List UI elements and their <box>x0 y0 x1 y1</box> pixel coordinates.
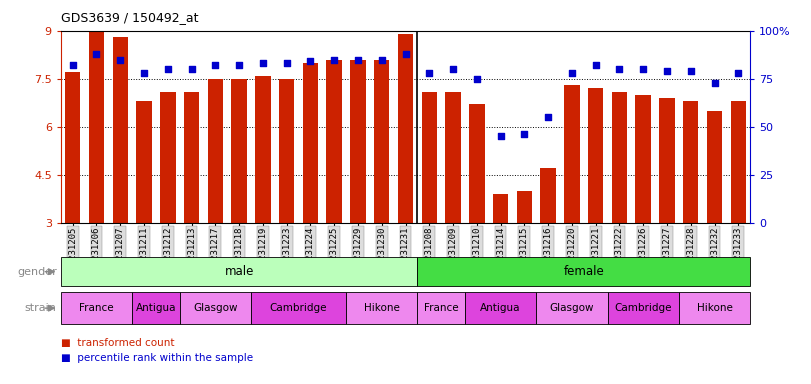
Point <box>494 133 507 139</box>
Bar <box>374 60 389 223</box>
Point <box>233 62 246 68</box>
Bar <box>397 34 414 223</box>
Point <box>708 79 721 86</box>
Bar <box>445 91 461 223</box>
Point <box>256 60 269 66</box>
Point <box>399 51 412 57</box>
Point <box>684 68 697 74</box>
Bar <box>418 292 465 324</box>
Text: Cambridge: Cambridge <box>615 303 672 313</box>
Point <box>209 62 222 68</box>
Point <box>67 62 79 68</box>
Point <box>542 114 555 120</box>
Bar <box>251 292 346 324</box>
Point <box>637 66 650 72</box>
Bar <box>607 292 679 324</box>
Bar <box>136 101 152 223</box>
Bar <box>184 91 200 223</box>
Text: GDS3639 / 150492_at: GDS3639 / 150492_at <box>61 12 199 25</box>
Point <box>375 56 388 63</box>
Text: male: male <box>225 265 254 278</box>
Text: ■  transformed count: ■ transformed count <box>61 338 174 348</box>
Bar <box>517 191 532 223</box>
Bar <box>180 292 251 324</box>
Bar <box>113 37 128 223</box>
Bar <box>61 257 418 286</box>
Point <box>114 56 127 63</box>
Bar <box>707 111 723 223</box>
Bar <box>160 91 175 223</box>
Text: France: France <box>424 303 458 313</box>
Point <box>732 70 744 76</box>
Bar <box>588 88 603 223</box>
Text: gender: gender <box>17 266 57 277</box>
Bar <box>61 292 132 324</box>
Bar <box>208 79 223 223</box>
Bar <box>65 72 80 223</box>
Bar <box>493 194 508 223</box>
Point <box>565 70 578 76</box>
Bar <box>422 91 437 223</box>
Point <box>589 62 602 68</box>
Bar <box>636 95 651 223</box>
Bar <box>327 60 342 223</box>
Bar <box>418 257 750 286</box>
Bar <box>279 79 294 223</box>
Point <box>185 66 198 72</box>
Bar <box>231 79 247 223</box>
Point <box>447 66 460 72</box>
Bar <box>731 101 746 223</box>
Text: female: female <box>564 265 604 278</box>
Bar <box>536 292 607 324</box>
Text: Glasgow: Glasgow <box>550 303 594 313</box>
Point <box>351 56 364 63</box>
Text: ■  percentile rank within the sample: ■ percentile rank within the sample <box>61 353 253 363</box>
Point <box>90 51 103 57</box>
Text: France: France <box>79 303 114 313</box>
Bar <box>679 292 750 324</box>
Point <box>304 58 317 65</box>
Text: Cambridge: Cambridge <box>270 303 328 313</box>
Bar <box>683 101 698 223</box>
Text: Hikone: Hikone <box>697 303 732 313</box>
Bar <box>469 104 484 223</box>
Bar <box>465 292 536 324</box>
Bar <box>611 91 627 223</box>
Point <box>328 56 341 63</box>
Text: Hikone: Hikone <box>364 303 400 313</box>
Point <box>138 70 151 76</box>
Text: Antigua: Antigua <box>480 303 521 313</box>
Point <box>423 70 436 76</box>
Point <box>280 60 293 66</box>
Bar <box>346 292 418 324</box>
Bar <box>255 76 271 223</box>
Bar <box>88 31 104 223</box>
Bar <box>350 60 366 223</box>
Bar <box>659 98 675 223</box>
Bar <box>303 63 318 223</box>
Text: strain: strain <box>25 303 57 313</box>
Point <box>660 68 673 74</box>
Text: Antigua: Antigua <box>135 303 176 313</box>
Point <box>470 76 483 82</box>
Point <box>613 66 626 72</box>
Bar <box>540 168 556 223</box>
Bar <box>132 292 180 324</box>
Point <box>518 131 531 137</box>
Bar <box>564 85 580 223</box>
Point <box>161 66 174 72</box>
Text: Glasgow: Glasgow <box>193 303 238 313</box>
